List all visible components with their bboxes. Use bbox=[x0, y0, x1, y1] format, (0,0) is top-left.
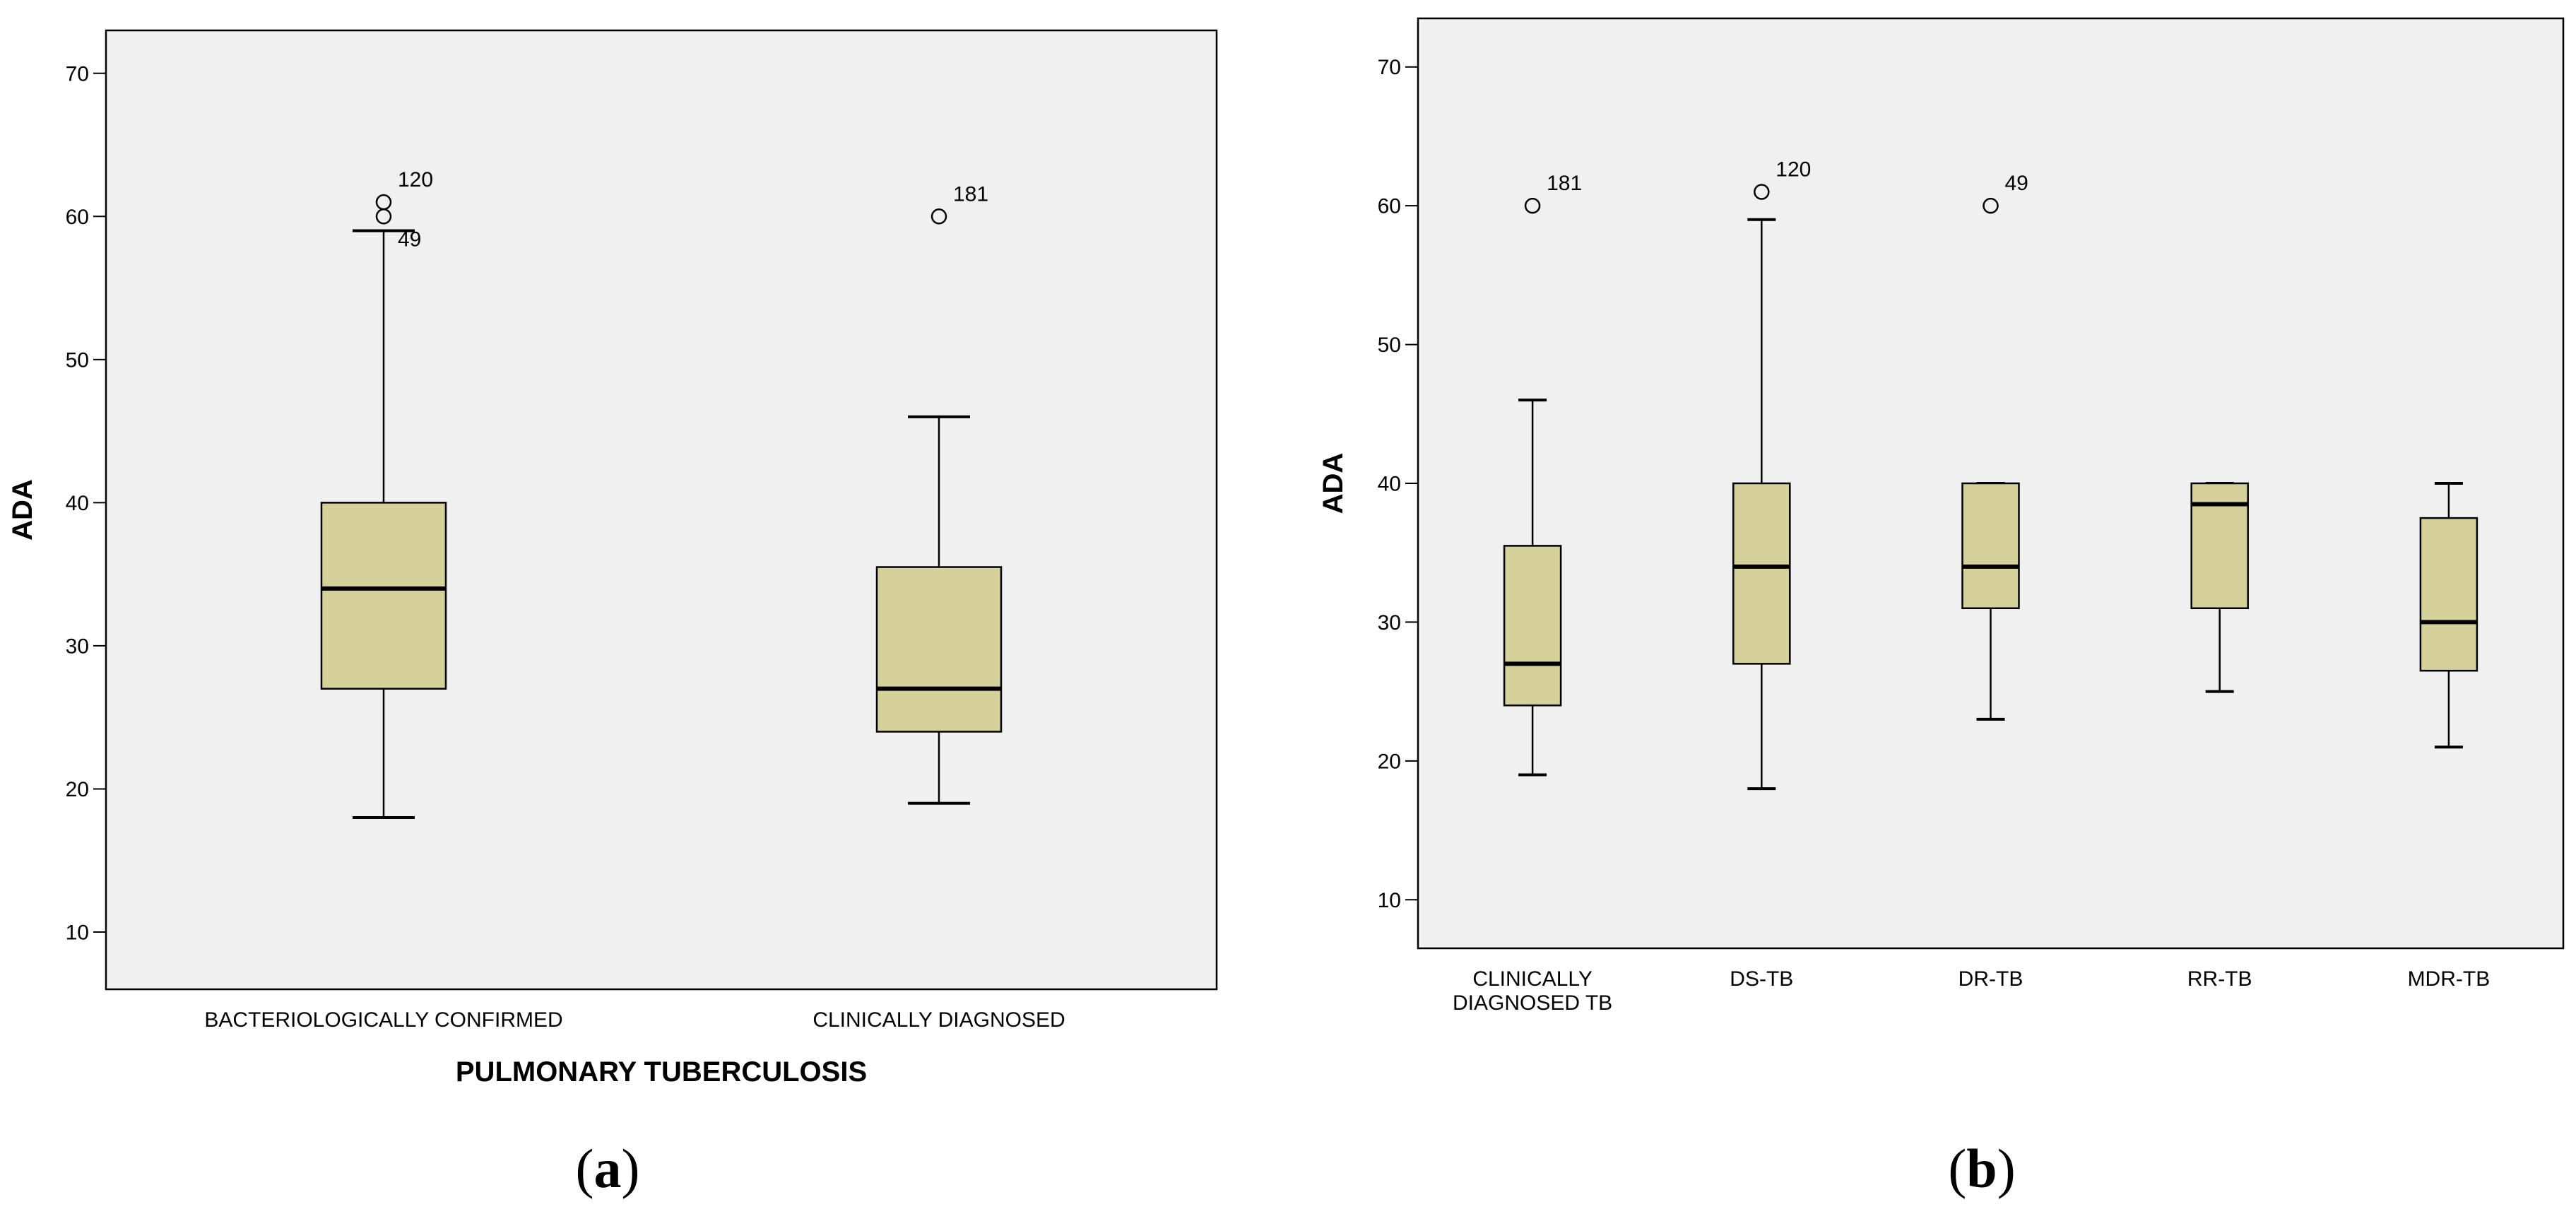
y-tick-label: 40 bbox=[66, 492, 89, 515]
y-tick-label: 30 bbox=[1378, 611, 1401, 635]
y-tick-label: 30 bbox=[66, 635, 89, 658]
y-tick-label: 20 bbox=[66, 778, 89, 801]
outlier-point bbox=[1754, 184, 1770, 200]
outlier-point bbox=[1983, 197, 1999, 214]
outlier-label: 120 bbox=[1776, 158, 1811, 182]
box-iqr bbox=[320, 502, 447, 690]
outlier-label: 49 bbox=[2005, 172, 2028, 195]
y-tick-label: 10 bbox=[66, 921, 89, 944]
y-tick-label: 70 bbox=[1378, 56, 1401, 79]
x-category-label: DR-TB bbox=[1958, 967, 2023, 991]
y-tick-label: 20 bbox=[1378, 750, 1401, 773]
y-axis-title: ADA bbox=[7, 479, 38, 541]
x-category-label: CLINICALLY bbox=[1472, 967, 1593, 991]
x-category-label: RR-TB bbox=[2187, 967, 2252, 991]
x-category-label: CLINICALLY DIAGNOSED bbox=[813, 1008, 1065, 1032]
y-tick-label: 40 bbox=[1378, 473, 1401, 496]
x-category-label: MDR-TB bbox=[2408, 967, 2491, 991]
plot-area-frame bbox=[105, 29, 1218, 991]
y-tick-label: 70 bbox=[66, 62, 89, 86]
x-category-label: BACTERIOLOGICALLY CONFIRMED bbox=[204, 1008, 562, 1032]
outlier-point bbox=[1524, 197, 1541, 214]
outlier-label: 181 bbox=[1547, 172, 1582, 195]
x-category-label: DS-TB bbox=[1730, 967, 1793, 991]
box-iqr bbox=[1503, 545, 1562, 707]
box-iqr bbox=[2419, 517, 2478, 672]
box-iqr bbox=[875, 566, 1003, 733]
panel-a-boxplot: 10 20 30 40 50 60 70 ADA 120 49 BACTERIOLOGICALLY … bbox=[7, 29, 1218, 1199]
y-tick-label: 50 bbox=[1378, 334, 1401, 357]
y-tick-label: 60 bbox=[66, 206, 89, 229]
panel-caption: (a) bbox=[576, 1138, 640, 1199]
y-tick-label: 10 bbox=[1378, 889, 1401, 912]
y-tick-label: 50 bbox=[66, 348, 89, 372]
box-iqr bbox=[1732, 482, 1791, 665]
outlier-point bbox=[375, 208, 392, 225]
x-category-label: DIAGNOSED TB bbox=[1453, 991, 1612, 1015]
panel-b-boxplot: 10 20 30 40 50 60 70 ADA 181 CLINICALLYDIAGNOSED … bbox=[1318, 17, 2565, 1199]
panel-caption: (b) bbox=[1948, 1138, 2015, 1199]
y-tick-label: 60 bbox=[1378, 195, 1401, 218]
outlier-label: 49 bbox=[398, 228, 421, 251]
outlier-label: 120 bbox=[398, 168, 433, 191]
y-axis-title: ADA bbox=[1318, 453, 1349, 514]
box-iqr bbox=[1961, 482, 2020, 610]
x-axis-title: PULMONARY TUBERCULOSIS bbox=[456, 1056, 867, 1088]
outlier-label: 181 bbox=[953, 182, 988, 206]
outlier-point bbox=[930, 208, 947, 225]
